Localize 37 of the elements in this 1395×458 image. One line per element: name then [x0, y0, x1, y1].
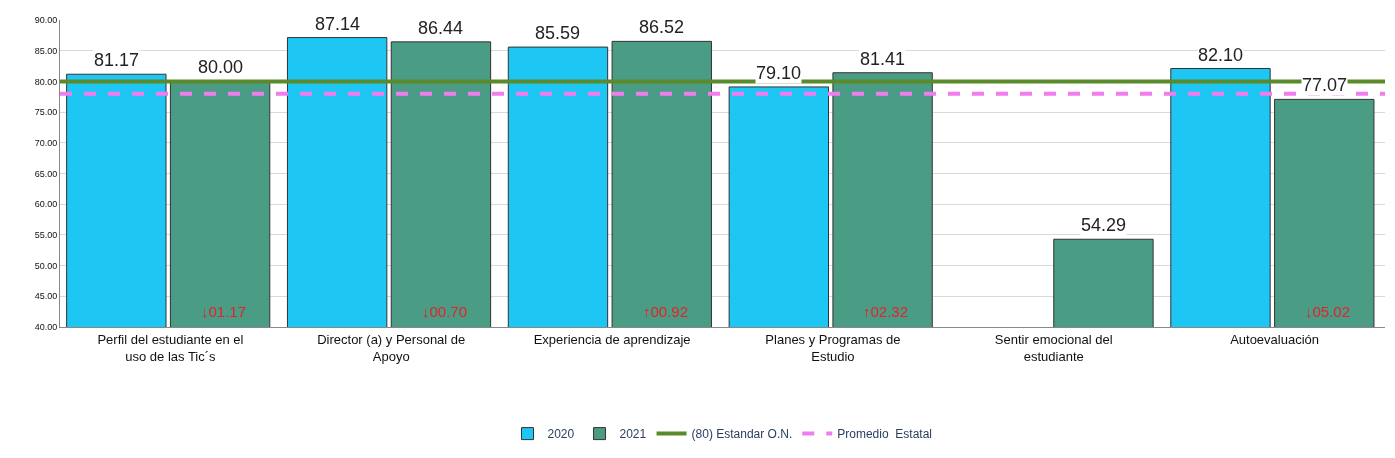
legend-label: Promedio Estatal [837, 427, 932, 442]
legend-label: 2020 [547, 427, 575, 442]
y-tick-label: 75.00 [34, 107, 58, 118]
y-tick-label: 85.00 [34, 45, 58, 56]
annotation: ↓01.17 [201, 303, 247, 320]
annotation: ↓05.02 [1305, 303, 1351, 320]
data-label: 77.07 [1302, 75, 1348, 95]
y-tick-label: 45.00 [34, 291, 58, 302]
y-tick-label: 65.00 [34, 168, 58, 179]
data-label: 82.10 [1198, 45, 1244, 65]
y-tick-label: 80.00 [34, 76, 58, 87]
x-tick-label: Autoevaluación [1230, 331, 1320, 347]
data-label: 79.10 [756, 63, 802, 83]
annotation: ↑02.32 [863, 303, 909, 320]
x-tick-label: Perfil del estudiante en el uso de las Tic´s [97, 331, 244, 364]
data-label: 86.44 [418, 18, 464, 38]
annotation: ↑00.92 [643, 303, 689, 320]
y-tick-label: 55.00 [34, 230, 58, 241]
y-tick-label: 90.00 [34, 15, 58, 26]
data-label: 81.17 [94, 50, 140, 70]
y-tick-label: 70.00 [34, 137, 58, 148]
y-tick-label: 60.00 [34, 199, 58, 210]
data-label: 87.14 [315, 14, 361, 34]
legend-label: (80) Estandar O.N. [691, 427, 793, 442]
x-tick-label: Director (a) y Personal de Apoyo [317, 331, 466, 364]
annotation: ↓00.70 [422, 303, 468, 320]
data-label: 54.29 [1081, 215, 1127, 235]
data-label: 81.41 [860, 49, 906, 69]
data-label: 80.00 [198, 57, 244, 77]
x-tick-label: Sentir emocional del estudiante [994, 331, 1113, 364]
y-tick-label: 40.00 [34, 322, 58, 333]
x-tick-label: Planes y Programas de Estudio [765, 331, 901, 364]
data-label: 85.59 [535, 23, 581, 43]
x-tick-label: Experiencia de aprendizaje [533, 331, 691, 347]
data-label: 86.52 [639, 17, 685, 37]
legend-label: 2021 [619, 427, 647, 442]
y-tick-label: 50.00 [34, 260, 58, 271]
